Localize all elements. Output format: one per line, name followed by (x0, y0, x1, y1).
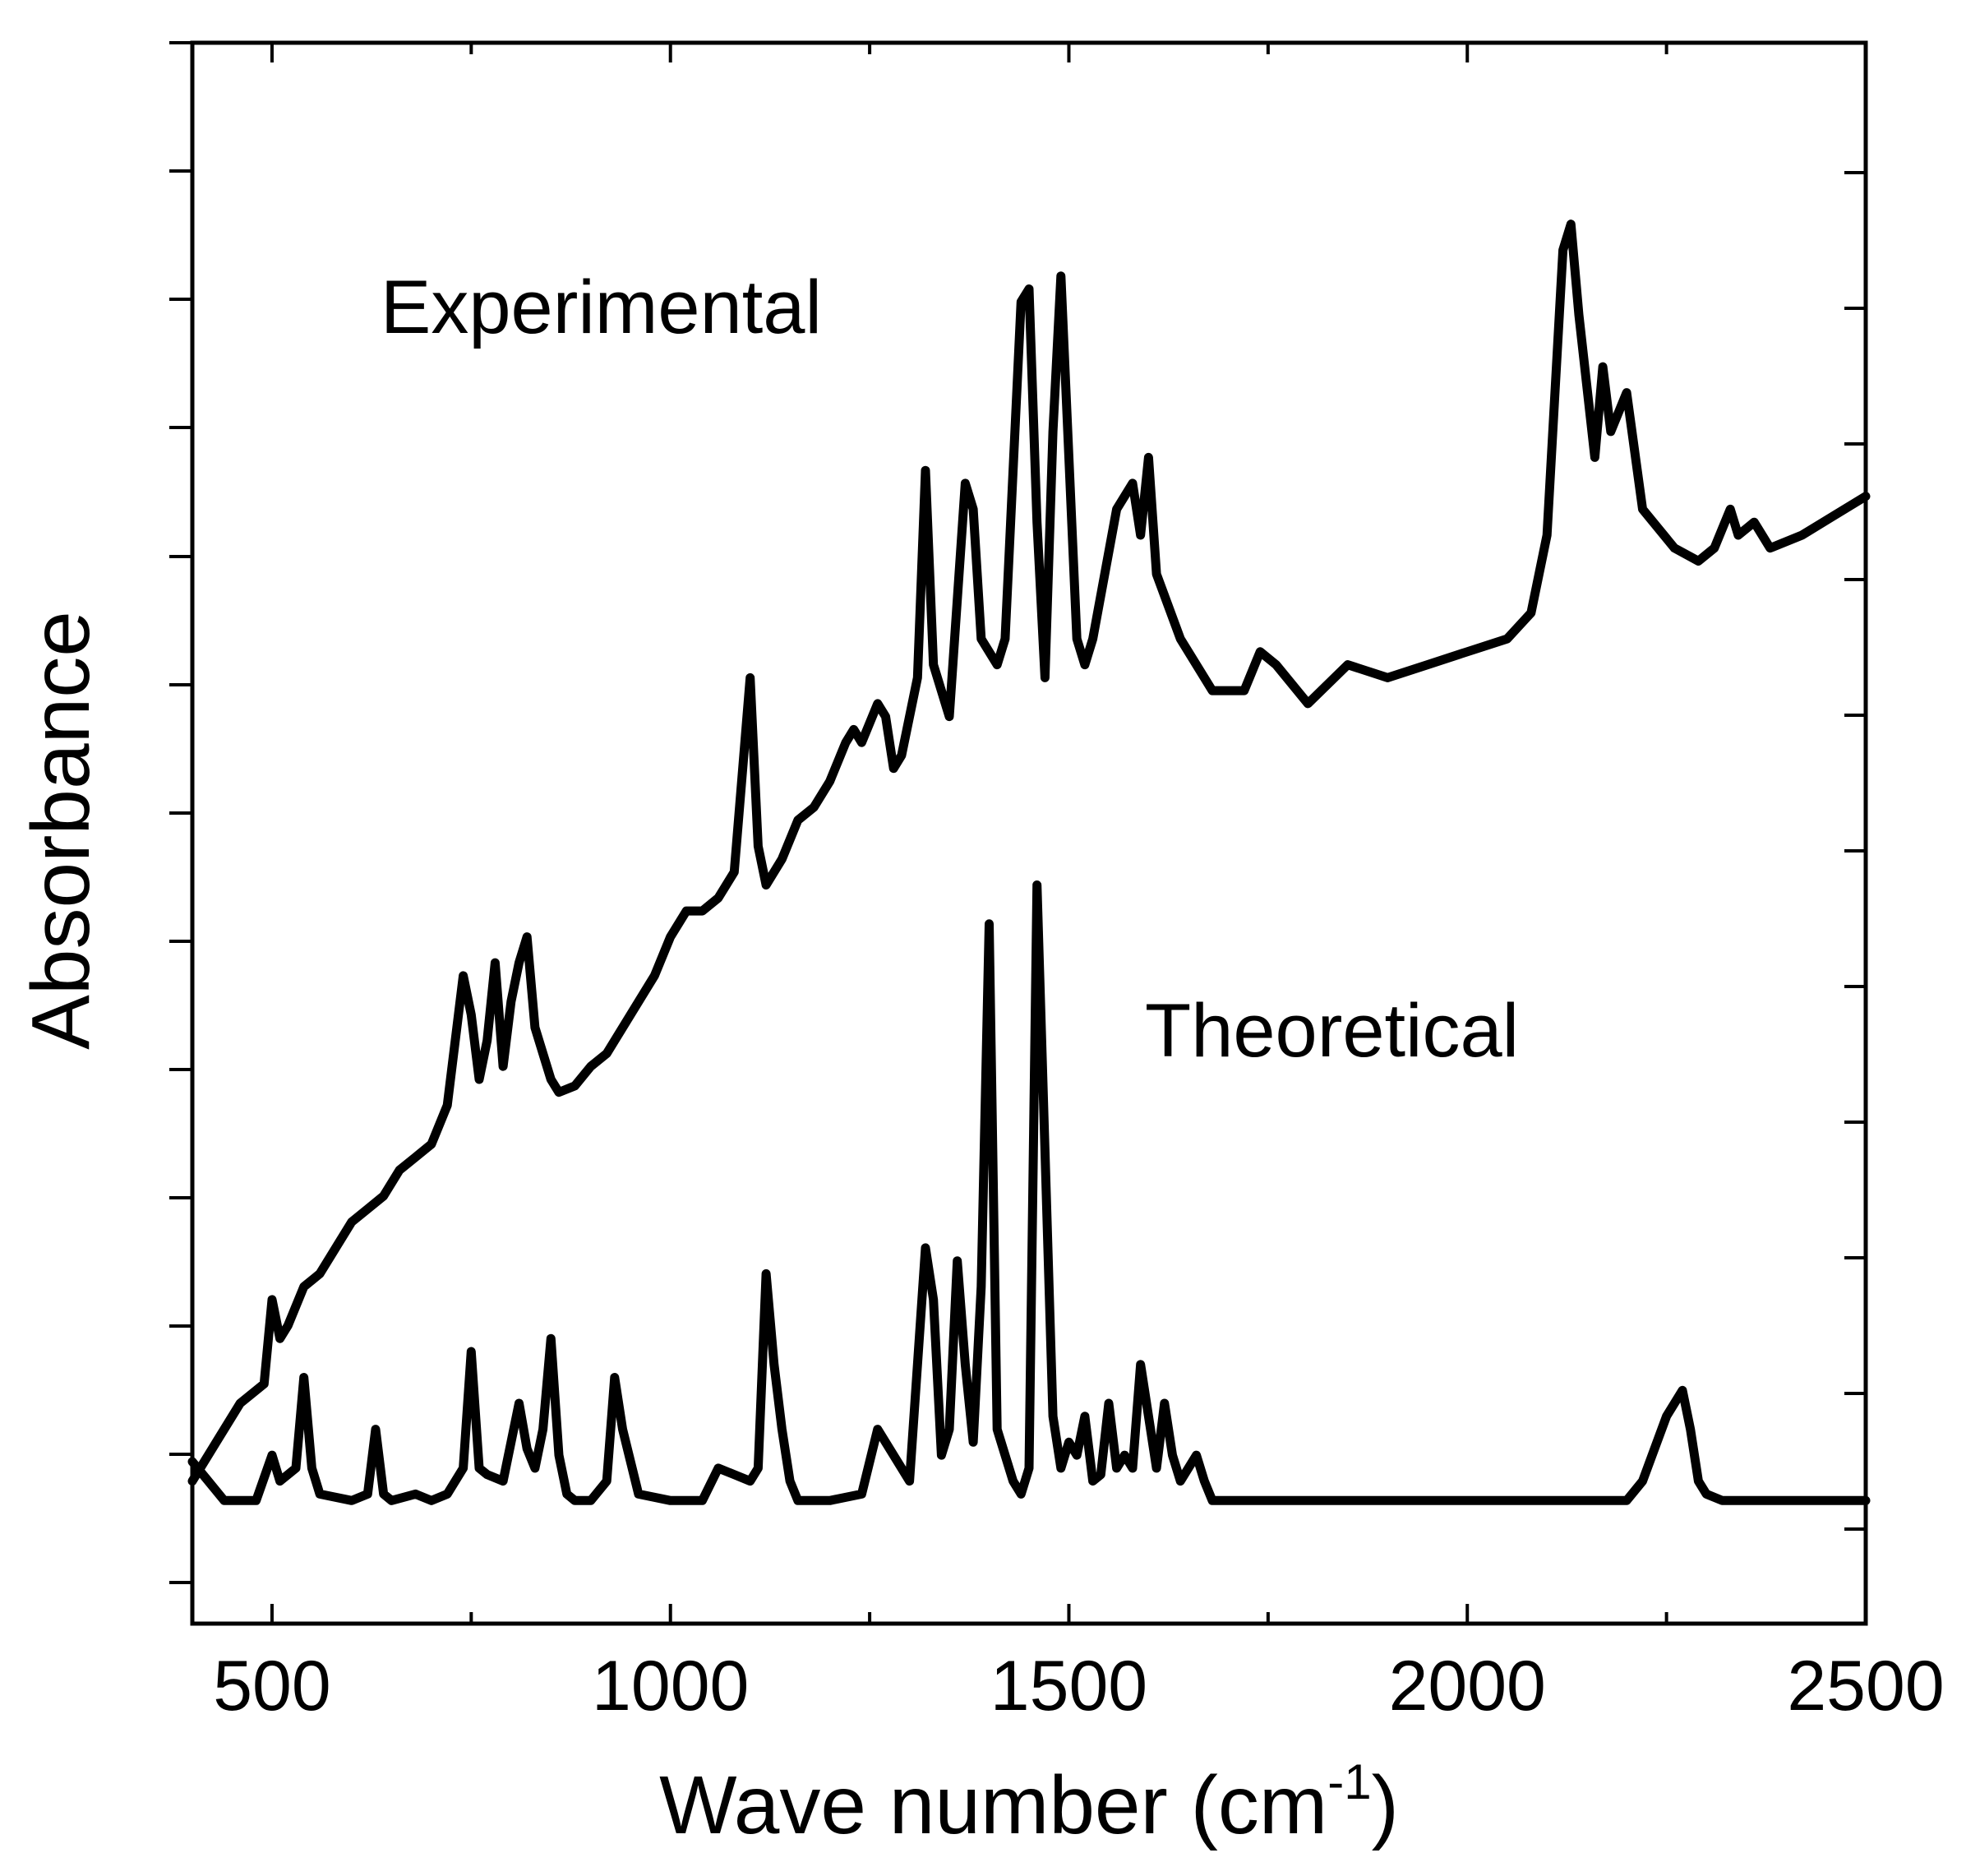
x-tick-label: 2000 (1389, 1647, 1546, 1726)
theoretical-annotation: Theoretical (1145, 989, 1519, 1073)
series-group (187, 219, 1871, 1505)
x-tick-label: 1000 (592, 1647, 749, 1726)
y-axis-label: Absorbance (15, 611, 107, 1050)
x-tick-label: 2500 (1787, 1647, 1944, 1726)
experimental-annotation: Experimental (381, 266, 822, 349)
x-axis-label-superscript: -1 (1327, 1754, 1371, 1809)
tick-marks (169, 41, 1867, 1624)
series-line-experimental (187, 219, 1871, 1486)
plot-area-frame (190, 40, 1868, 1626)
x-axis-label-close: ) (1372, 1759, 1399, 1851)
x-tick-label: 500 (213, 1647, 331, 1726)
series-line-theoretical (187, 880, 1871, 1505)
x-tick-label: 1500 (990, 1647, 1147, 1726)
x-axis-label: Wave number (cm-1) (659, 1754, 1399, 1851)
x-tick-labels: 500 1000 1500 2000 2500 (213, 1647, 1944, 1726)
x-axis-label-main: Wave number (cm (659, 1759, 1327, 1851)
